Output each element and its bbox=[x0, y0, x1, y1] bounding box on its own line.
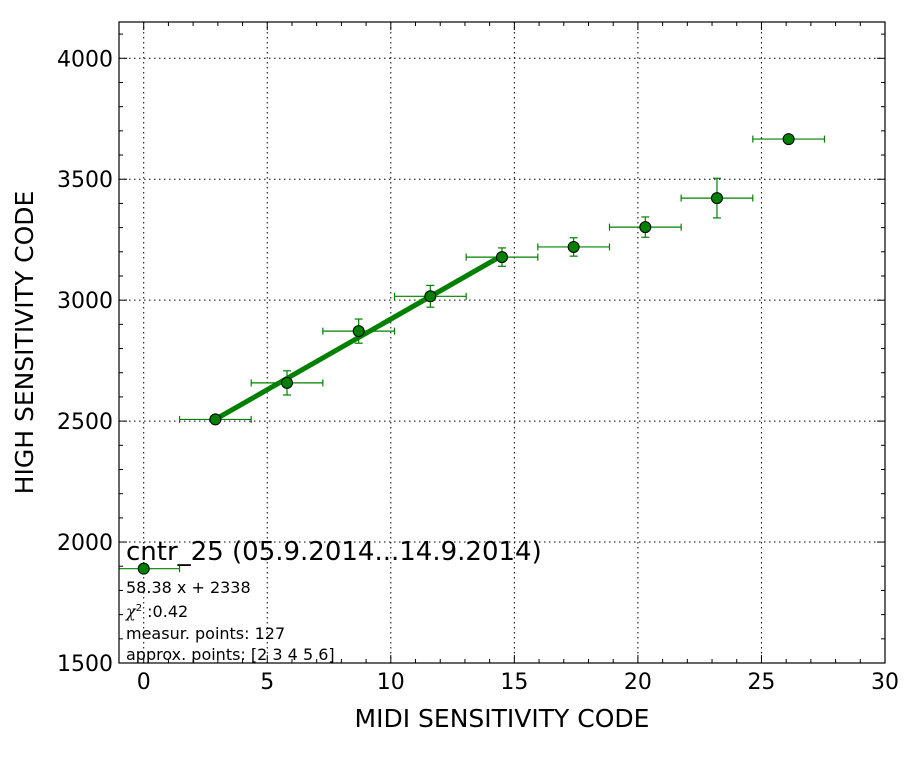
annotation-chi-squared: χ2 :0.42 bbox=[125, 602, 188, 621]
annotation-approx-points: approx. points: [2 3 4 5 6] bbox=[126, 645, 335, 664]
data-point bbox=[322, 318, 396, 344]
data-point bbox=[680, 177, 754, 219]
data-point-marker bbox=[352, 325, 365, 338]
data-point bbox=[465, 247, 539, 267]
y-tick-label: 2000 bbox=[57, 531, 113, 556]
chi-value: :0.42 bbox=[142, 602, 188, 621]
data-point bbox=[393, 284, 467, 308]
annotation-title: cntr_25 (05.9.2014...14.9.2014) bbox=[126, 537, 542, 567]
data-point-marker bbox=[567, 240, 580, 253]
data-point-marker bbox=[281, 376, 294, 389]
axis-ticks bbox=[118, 22, 886, 664]
x-tick-label: 30 bbox=[871, 670, 899, 695]
data-point bbox=[250, 370, 324, 396]
x-tick-label: 5 bbox=[260, 670, 274, 695]
annotation-fit-equation: 58.38 x + 2338 bbox=[126, 578, 251, 597]
y-tick-label: 1500 bbox=[57, 652, 113, 677]
data-point bbox=[608, 216, 682, 238]
y-tick-label: 2500 bbox=[57, 410, 113, 435]
x-axis-label: MIDI SENSITIVITY CODE bbox=[355, 704, 650, 733]
data-point-marker bbox=[137, 562, 150, 575]
y-tick-label: 4000 bbox=[57, 47, 113, 72]
x-tick-label: 20 bbox=[624, 670, 652, 695]
data-point-marker bbox=[424, 290, 437, 303]
data-point-marker bbox=[209, 413, 222, 426]
data-point-marker bbox=[639, 221, 652, 234]
y-tick-label: 3500 bbox=[57, 168, 113, 193]
chi-symbol: χ bbox=[125, 602, 137, 621]
data-point-marker bbox=[496, 251, 508, 264]
annotation-measur-points: measur. points: 127 bbox=[126, 624, 285, 643]
plot-area-frame bbox=[118, 21, 886, 664]
data-point bbox=[752, 133, 826, 146]
y-axis-label: HIGH SENSITIVITY CODE bbox=[10, 191, 39, 495]
x-tick-label: 25 bbox=[747, 670, 775, 695]
chi-power: 2 bbox=[136, 603, 142, 614]
data-point-marker bbox=[782, 133, 795, 146]
data-point bbox=[119, 562, 181, 575]
x-tick-label: 0 bbox=[137, 670, 151, 695]
x-tick-label: 10 bbox=[377, 670, 405, 695]
grid-lines bbox=[119, 22, 885, 663]
data-point bbox=[537, 237, 611, 257]
axis-tick-labels: 0 5 10 15 20 25 30 1500 2000 2500 3000 3500 4000 bbox=[57, 47, 899, 695]
fit-annotation: cntr_25 (05.9.2014...14.9.2014) 58.38 x … bbox=[125, 537, 542, 664]
data-point-marker bbox=[710, 192, 723, 205]
data-points-layer bbox=[119, 133, 826, 575]
data-point bbox=[178, 413, 252, 426]
y-tick-label: 3000 bbox=[57, 289, 113, 314]
x-tick-label: 15 bbox=[500, 670, 528, 695]
